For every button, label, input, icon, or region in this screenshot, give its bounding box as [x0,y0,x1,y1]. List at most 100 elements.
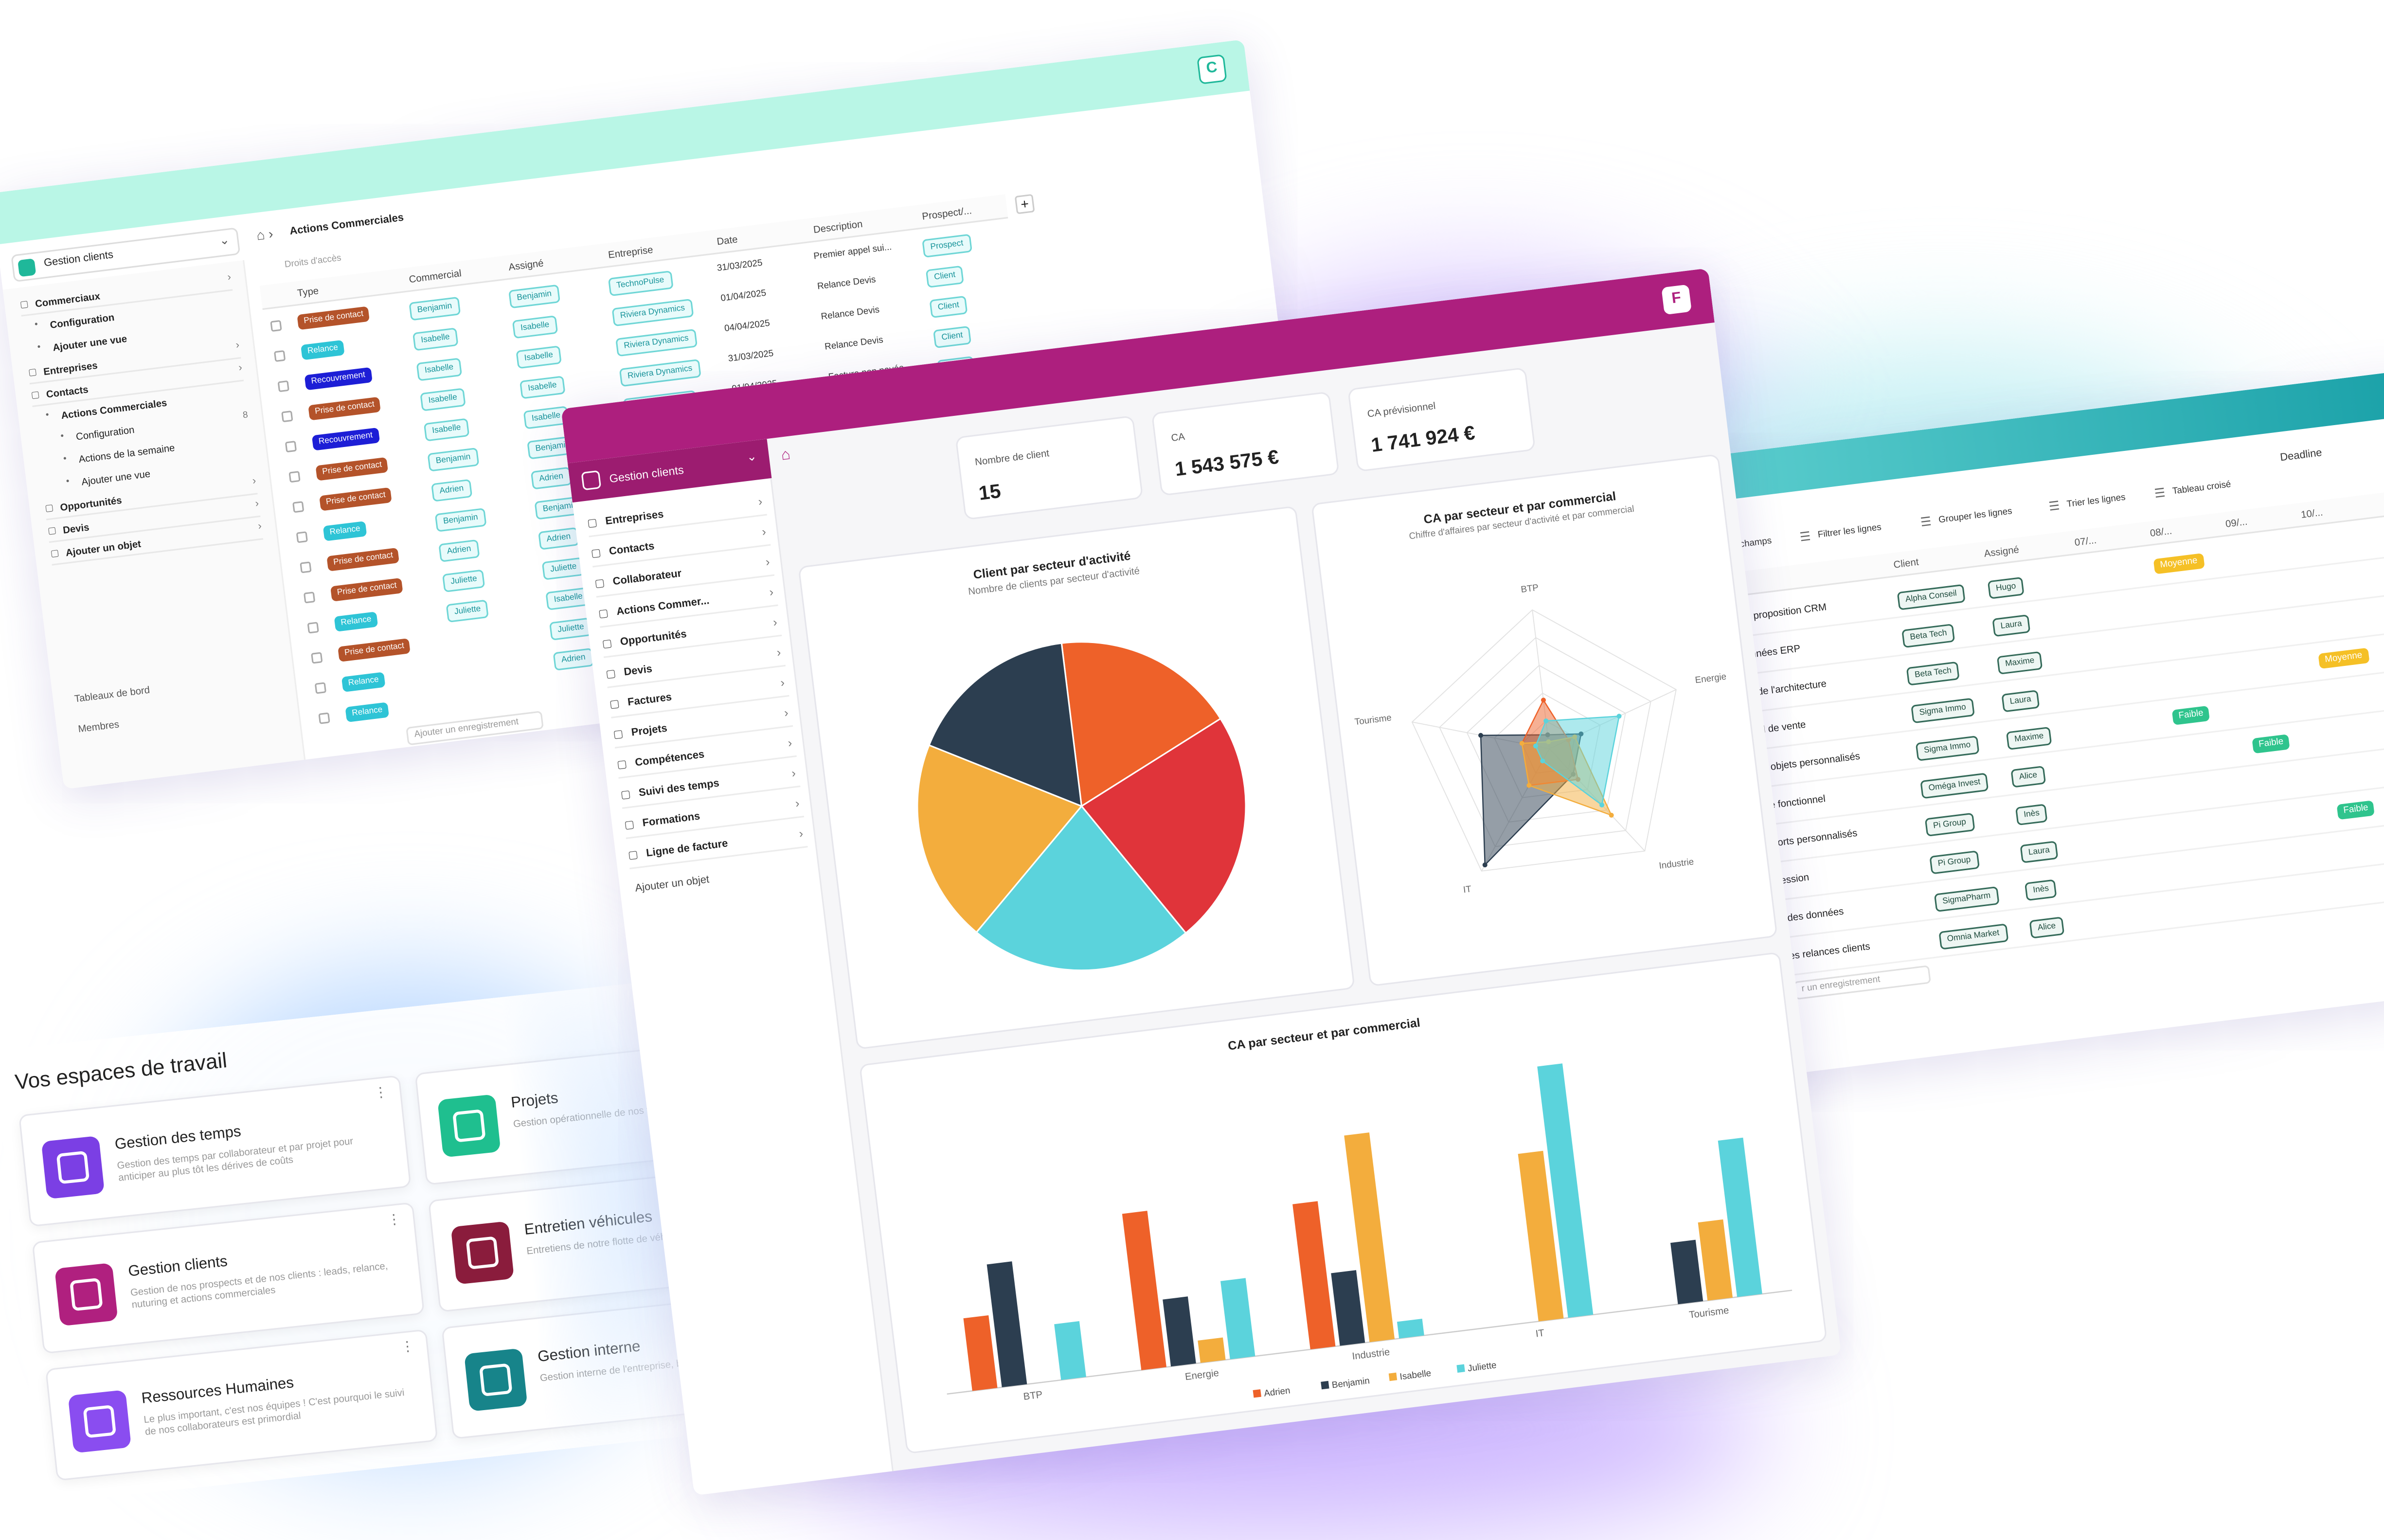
bar [1344,1132,1395,1343]
radar-axis-label: IT [1463,883,1472,895]
card-menu[interactable]: ⋮ [399,1338,415,1355]
chevron: › [787,736,793,751]
row-checkbox[interactable] [273,350,286,362]
row-checkbox[interactable] [288,471,301,483]
x-tick-label: Industrie [1351,1347,1390,1362]
row-checkbox[interactable] [318,712,330,724]
sidebar-icon: ▢ [19,300,30,311]
sidebar-count: 8 [242,411,249,421]
column-header: Client [1893,557,1919,572]
sidebar-label: Entreprises [605,510,664,528]
assignee-tag: Inès [2015,804,2048,826]
row-checkbox[interactable] [296,531,308,543]
pie-slice [1060,641,1222,807]
add-row[interactable]: r un enregistrement [1793,965,1931,1000]
chevron: ⌄ [218,233,231,248]
toolbar-button[interactable]: Tableau croisé [2172,481,2232,497]
add-row[interactable]: Ajouter un enregistrement [406,711,544,746]
sidebar-label: Factures [627,692,673,709]
sidebar-label: Ajouter un objet [65,539,142,559]
sidebar-icon: ▢ [620,789,632,802]
row-checkbox[interactable] [311,652,323,664]
sidebar-footer-item[interactable]: Tableaux de bord [73,685,151,705]
assigne-cell: Juliette [541,557,586,580]
radar-ring [1439,637,1651,847]
x-axis [947,1289,1792,1395]
row-checkbox[interactable] [277,380,289,393]
workspace-icon [581,470,602,491]
radar-point [1540,758,1545,764]
row-checkbox[interactable] [270,320,282,332]
client-tag: Sigma Immo [1915,735,1980,761]
sidebar-icon: ▢ [587,518,598,530]
chevron: › [765,555,771,569]
home-icon: ⌂ [780,447,791,465]
row-checkbox[interactable] [300,561,312,573]
radar-axis-label: BTP [1520,582,1539,594]
row-checkbox[interactable] [285,440,297,453]
sidebar-label: Opportunités [619,629,687,648]
workspace-icon [41,1135,105,1200]
pie-chart [916,641,1247,971]
row-checkbox[interactable] [314,682,327,694]
add-object[interactable]: Ajouter un objet [634,875,710,895]
kpi-label: Nombre de client [974,448,1050,468]
chevron: › [761,524,767,539]
toolbar-button[interactable]: Trier les lignes [2066,494,2126,510]
card-title: Projets [510,1091,559,1112]
radar-ring [1466,664,1626,823]
row-checkbox[interactable] [281,410,293,423]
kpi-value: 1 741 924 € [1369,421,1476,457]
workspace-card[interactable]: Ressources Humaines Le plus important, c'… [45,1329,438,1481]
icon-glyph [56,1150,90,1184]
card-menu[interactable]: ⋮ [386,1211,402,1228]
workspace-card[interactable]: Gestion des temps Gestion des temps par c… [18,1075,412,1227]
legend-label: Juliette [1467,1360,1497,1373]
date-cell: 31/03/2025 [717,259,763,274]
type-tag: Prise de contact [297,306,371,330]
workspace-card[interactable]: Gestion clients Gestion de nos prospects … [32,1202,425,1354]
toolbar-button[interactable]: Grouper les lignes [1938,507,2013,526]
add-column-button[interactable]: + [1014,194,1035,215]
radar-point [1533,743,1538,749]
assignee-tag: Laura [1992,614,2031,637]
sidebar-icon: • [37,343,41,353]
radar-point [1543,718,1549,724]
assigne-cell: Adrien [538,527,580,550]
workspace-icon [18,258,36,277]
chevron: › [772,615,778,630]
commercial-cell: Juliette [442,569,486,592]
sidebar-icon: ▢ [624,820,635,832]
legend-label: Isabelle [1399,1368,1432,1382]
kpi-label: CA prévisionnel [1366,401,1436,420]
bar [1122,1211,1166,1370]
sidebar-label: Devis [62,522,90,537]
toolbar-button[interactable]: Filtrer les lignes [1817,523,1882,541]
client-tag: Beta Tech [1901,623,1956,648]
x-tick-label: Tourisme [1688,1305,1729,1321]
sidebar-footer-item[interactable]: Membres [77,719,120,735]
date-column-header: 10/... [2300,507,2324,521]
sidebar-label: Ajouter une vue [81,469,151,488]
description-cell: Relance Devis [821,306,880,322]
sidebar-icon: • [34,321,39,330]
assignee-tag: Laura [2001,690,2040,713]
table-header: escriptionClientAssigné07/...08/...09/..… [1682,482,2384,603]
row-checkbox[interactable] [292,501,305,513]
row-checkbox[interactable] [303,591,316,604]
type-tag: Relance [323,520,367,541]
row-checkbox[interactable] [307,622,319,634]
workspace-icon [68,1390,132,1453]
assigne-cell: Isabelle [519,376,566,399]
chevron: › [794,796,800,811]
card-menu[interactable]: ⋮ [373,1084,389,1101]
deadline-label: Deadline [2279,448,2323,464]
type-tag: Prise de contact [330,577,404,602]
chevron: ⌄ [746,449,758,465]
assignee-tag: Laura [2020,841,2059,863]
card-title: Gestion clients [127,1253,229,1281]
entreprise-cell: Riviera Dynamics [615,329,698,357]
radar-point [1609,812,1614,818]
panel-title: Vos espaces de travail [14,1047,228,1094]
sidebar-icon: • [60,432,65,442]
